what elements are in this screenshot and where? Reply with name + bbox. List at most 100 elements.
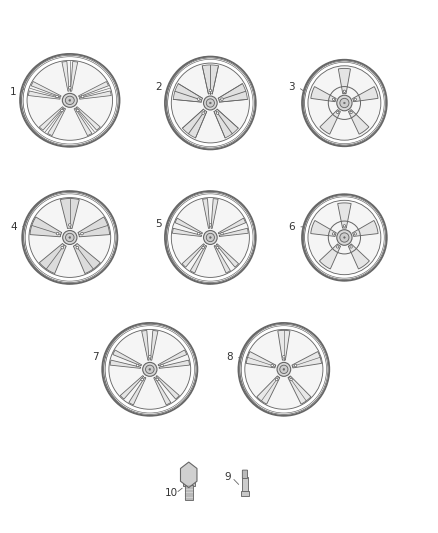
Polygon shape: [110, 360, 141, 368]
Ellipse shape: [221, 98, 223, 100]
Polygon shape: [190, 245, 207, 273]
Ellipse shape: [350, 246, 352, 248]
Polygon shape: [353, 86, 378, 102]
Polygon shape: [353, 221, 378, 237]
Polygon shape: [129, 377, 146, 405]
Polygon shape: [246, 352, 276, 368]
Ellipse shape: [171, 198, 249, 277]
Ellipse shape: [337, 230, 352, 245]
Ellipse shape: [283, 368, 285, 370]
Polygon shape: [156, 376, 180, 399]
Polygon shape: [180, 462, 197, 488]
Ellipse shape: [277, 362, 291, 376]
Text: 9: 9: [224, 472, 231, 482]
Ellipse shape: [343, 237, 345, 238]
Ellipse shape: [209, 89, 212, 92]
Ellipse shape: [343, 102, 345, 104]
Polygon shape: [311, 221, 336, 237]
Ellipse shape: [271, 364, 273, 367]
Polygon shape: [28, 91, 60, 99]
Ellipse shape: [149, 368, 151, 370]
Text: 2: 2: [155, 82, 162, 92]
Ellipse shape: [156, 378, 159, 381]
Ellipse shape: [206, 99, 215, 107]
Ellipse shape: [68, 224, 71, 226]
Polygon shape: [348, 244, 369, 269]
Ellipse shape: [354, 98, 357, 101]
Polygon shape: [48, 108, 66, 136]
Ellipse shape: [332, 98, 335, 101]
Ellipse shape: [340, 98, 349, 108]
Text: 7: 7: [92, 352, 99, 362]
Polygon shape: [182, 109, 207, 138]
Polygon shape: [219, 228, 248, 237]
Polygon shape: [216, 244, 239, 267]
Ellipse shape: [308, 66, 381, 140]
Polygon shape: [158, 350, 187, 366]
Ellipse shape: [340, 233, 349, 242]
Ellipse shape: [27, 60, 113, 140]
Ellipse shape: [60, 109, 63, 112]
Text: 5: 5: [155, 219, 162, 229]
Polygon shape: [30, 217, 62, 237]
Ellipse shape: [308, 200, 381, 274]
Polygon shape: [78, 82, 109, 97]
Ellipse shape: [276, 378, 278, 381]
Ellipse shape: [76, 246, 79, 249]
Ellipse shape: [141, 378, 144, 381]
Ellipse shape: [216, 246, 219, 249]
Polygon shape: [76, 107, 100, 130]
Text: 1: 1: [10, 87, 17, 98]
Ellipse shape: [56, 95, 58, 98]
Polygon shape: [203, 199, 210, 229]
Polygon shape: [211, 199, 218, 229]
Text: 10: 10: [165, 488, 178, 498]
Polygon shape: [202, 65, 219, 94]
Ellipse shape: [216, 112, 219, 115]
Ellipse shape: [336, 246, 339, 248]
Polygon shape: [175, 218, 202, 234]
Ellipse shape: [29, 198, 111, 277]
Ellipse shape: [161, 364, 163, 367]
Ellipse shape: [354, 233, 357, 235]
Polygon shape: [214, 245, 230, 273]
Polygon shape: [151, 330, 158, 360]
Polygon shape: [74, 244, 100, 273]
Ellipse shape: [76, 109, 79, 112]
Ellipse shape: [336, 111, 339, 114]
Polygon shape: [320, 110, 340, 134]
Polygon shape: [278, 330, 290, 360]
Polygon shape: [311, 86, 336, 102]
Ellipse shape: [202, 112, 205, 115]
Polygon shape: [39, 244, 66, 273]
Polygon shape: [120, 376, 144, 399]
Ellipse shape: [61, 246, 64, 249]
Ellipse shape: [209, 224, 212, 226]
Ellipse shape: [148, 356, 151, 358]
Ellipse shape: [68, 86, 71, 89]
Ellipse shape: [136, 364, 139, 367]
Ellipse shape: [81, 232, 83, 235]
Ellipse shape: [69, 237, 71, 238]
Polygon shape: [319, 244, 340, 269]
Ellipse shape: [204, 96, 217, 110]
Ellipse shape: [332, 233, 335, 235]
Ellipse shape: [66, 233, 74, 241]
Polygon shape: [218, 84, 247, 102]
Ellipse shape: [143, 362, 157, 376]
Ellipse shape: [290, 378, 292, 381]
Polygon shape: [173, 228, 201, 237]
Polygon shape: [79, 91, 111, 99]
Ellipse shape: [343, 90, 346, 93]
Ellipse shape: [198, 232, 200, 235]
Polygon shape: [62, 61, 69, 91]
Ellipse shape: [204, 231, 217, 245]
Ellipse shape: [209, 237, 211, 238]
Polygon shape: [288, 376, 311, 404]
FancyBboxPatch shape: [185, 485, 193, 499]
Ellipse shape: [65, 96, 74, 104]
Polygon shape: [71, 61, 78, 91]
Ellipse shape: [57, 232, 59, 235]
Text: 4: 4: [10, 222, 17, 232]
Text: 3: 3: [288, 82, 295, 92]
